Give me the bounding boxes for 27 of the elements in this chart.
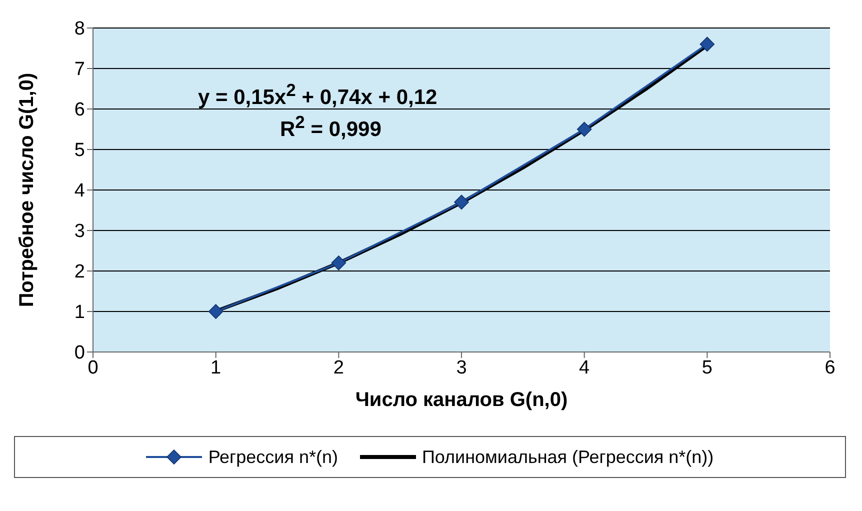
- legend-label: Регрессия n*(n): [208, 446, 338, 468]
- x-tick-label: 5: [702, 357, 712, 378]
- y-axis-title: Потребное число G(1,0): [16, 72, 38, 308]
- point: [454, 194, 469, 210]
- y-tick-label: 8: [74, 18, 85, 40]
- x-axis-title: Число каналов G(n,0): [355, 389, 568, 411]
- x-tick-label: 2: [333, 357, 344, 378]
- x-tick-label: 6: [824, 357, 836, 378]
- y-tick-label: 2: [74, 262, 85, 283]
- point: [331, 256, 346, 270]
- point: [576, 122, 592, 137]
- x-tick-label: 0: [88, 357, 98, 378]
- x-tick-label: 3: [456, 357, 467, 378]
- y-tick-label: 5: [74, 140, 85, 162]
- x-tick-label: 4: [579, 357, 590, 378]
- y-tick-label: 6: [74, 100, 85, 121]
- y-tick-label: 3: [74, 221, 85, 242]
- annotation: R$^{2}$ = 0,999: [280, 112, 382, 142]
- point: [700, 36, 715, 52]
- legend-label: Полиномиальная (Регрессия n*(n)): [422, 446, 714, 468]
- annotation: y = 0,15x$^{2}$ + 0,74x + 0,12: [198, 80, 438, 110]
- x-tick-label: 1: [210, 357, 222, 378]
- y-tick-label: 7: [74, 59, 85, 80]
- point: [208, 304, 224, 319]
- y-tick-label: 1: [74, 302, 85, 324]
- y-tick-label: 4: [74, 180, 86, 202]
- y-tick-label: 0: [74, 342, 85, 364]
